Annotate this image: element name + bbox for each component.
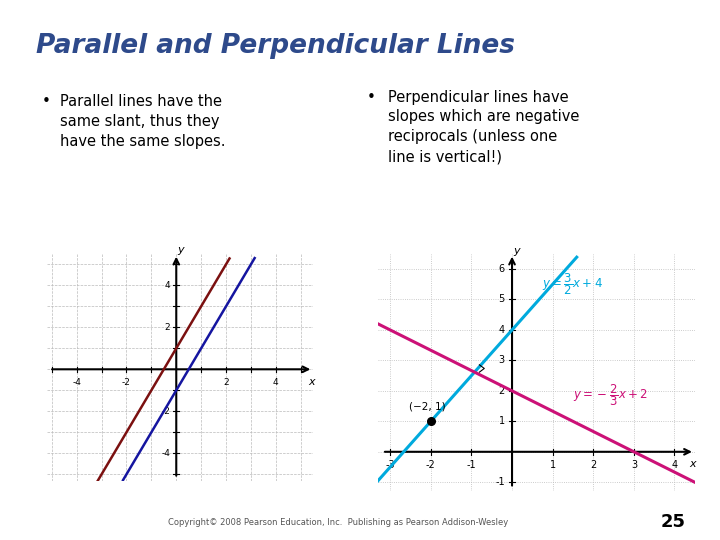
- Text: 2: 2: [164, 323, 170, 332]
- Text: Parallel lines have the
same slant, thus they
have the same slopes.: Parallel lines have the same slant, thus…: [60, 94, 226, 149]
- Text: y: y: [177, 246, 184, 255]
- Text: -1: -1: [467, 460, 476, 470]
- Text: Copyright© 2008 Pearson Education, Inc.  Publishing as Pearson Addison-Wesley: Copyright© 2008 Pearson Education, Inc. …: [168, 518, 508, 527]
- Text: Parallel and Perpendicular Lines: Parallel and Perpendicular Lines: [36, 33, 515, 59]
- Text: -1: -1: [495, 477, 505, 487]
- Text: -2: -2: [122, 377, 131, 387]
- Text: -4: -4: [72, 377, 81, 387]
- Text: 4: 4: [498, 325, 505, 335]
- Text: Perpendicular lines have
slopes which are negative
reciprocals (unless one
line : Perpendicular lines have slopes which ar…: [387, 90, 579, 164]
- Text: $y = -\dfrac{2}{3}x + 2$: $y = -\dfrac{2}{3}x + 2$: [573, 383, 648, 408]
- Text: 4: 4: [672, 460, 678, 470]
- Text: 2: 2: [223, 377, 229, 387]
- Text: -4: -4: [161, 449, 170, 458]
- Text: x: x: [309, 377, 315, 387]
- Text: (−2, 1): (−2, 1): [409, 402, 446, 411]
- Text: -3: -3: [385, 460, 395, 470]
- Text: 25: 25: [661, 514, 685, 531]
- Text: 4: 4: [273, 377, 279, 387]
- Text: $y = \dfrac{3}{2}x + 4$: $y = \dfrac{3}{2}x + 4$: [542, 272, 603, 297]
- Text: 4: 4: [164, 281, 170, 290]
- Text: -2: -2: [426, 460, 436, 470]
- Text: 6: 6: [498, 264, 505, 274]
- Text: •: •: [42, 94, 50, 110]
- Text: 3: 3: [498, 355, 505, 366]
- Text: 2: 2: [498, 386, 505, 396]
- Text: 3: 3: [631, 460, 637, 470]
- Text: x: x: [690, 458, 696, 469]
- Text: -2: -2: [161, 407, 170, 416]
- Text: •: •: [367, 90, 376, 105]
- Text: 2: 2: [590, 460, 596, 470]
- Text: y: y: [513, 246, 521, 256]
- Text: 5: 5: [498, 294, 505, 305]
- Text: 1: 1: [549, 460, 556, 470]
- Text: 1: 1: [498, 416, 505, 427]
